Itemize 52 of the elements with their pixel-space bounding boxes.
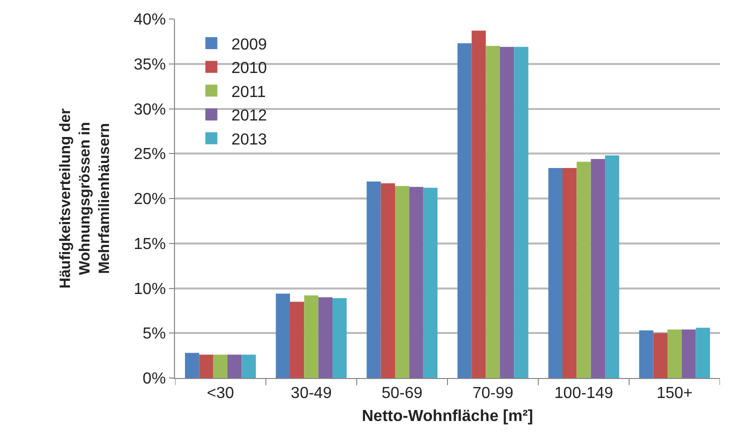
bar [242, 354, 256, 378]
bar [590, 159, 606, 378]
y-tick-label: 0% [142, 370, 166, 388]
bar [472, 30, 486, 378]
bar [290, 302, 304, 378]
bar [696, 328, 710, 378]
bar [682, 330, 696, 378]
y-tick-label: 35% [134, 56, 166, 74]
bar [500, 46, 514, 378]
y-tick-label: 25% [134, 146, 166, 164]
bar [576, 162, 591, 378]
y-tick-label: 40% [134, 12, 166, 29]
bar [380, 183, 395, 378]
bar [548, 168, 562, 378]
legend-label: 2009 [231, 36, 268, 54]
y-axis-title: Häufigkeitsverteilung der Wohnungsgrössen in Mehrfamilienhäusern [57, 108, 114, 289]
y-tick-label: 30% [134, 101, 166, 118]
x-axis-title: Netto-Wohnfläche [m²] [362, 408, 534, 425]
x-tick-label: <30 [206, 385, 234, 402]
bar [366, 181, 381, 378]
bar [332, 298, 347, 378]
legend-label: 2012 [231, 108, 268, 125]
bar [486, 46, 500, 378]
bar [304, 295, 318, 378]
x-tick-label: 70-99 [472, 385, 514, 402]
y-tick-label: 15% [134, 236, 166, 253]
bar [457, 43, 472, 378]
bar [199, 354, 214, 378]
bar [514, 46, 528, 378]
bar [605, 155, 620, 378]
bar [423, 188, 438, 378]
x-tick-label: 100-149 [554, 385, 614, 402]
bar [653, 333, 668, 378]
legend-label: 2013 [231, 132, 268, 149]
bar [318, 297, 333, 378]
bar [409, 186, 424, 378]
bar [184, 352, 200, 378]
bar [395, 186, 410, 378]
y-tick-label: 20% [134, 191, 166, 208]
x-tick-label: 50-69 [382, 385, 423, 402]
bar [639, 330, 654, 378]
bar [562, 168, 577, 378]
bar [668, 330, 682, 378]
y-tick-label: 10% [134, 280, 166, 298]
x-tick-label: 30-49 [290, 385, 332, 402]
x-tick-label: 150+ [656, 385, 693, 402]
bar [228, 354, 242, 378]
bar [276, 294, 290, 378]
bar [213, 354, 228, 378]
legend-label: 2011 [231, 84, 266, 101]
y-tick-label: 5% [142, 326, 166, 343]
legend-label: 2010 [231, 60, 268, 78]
